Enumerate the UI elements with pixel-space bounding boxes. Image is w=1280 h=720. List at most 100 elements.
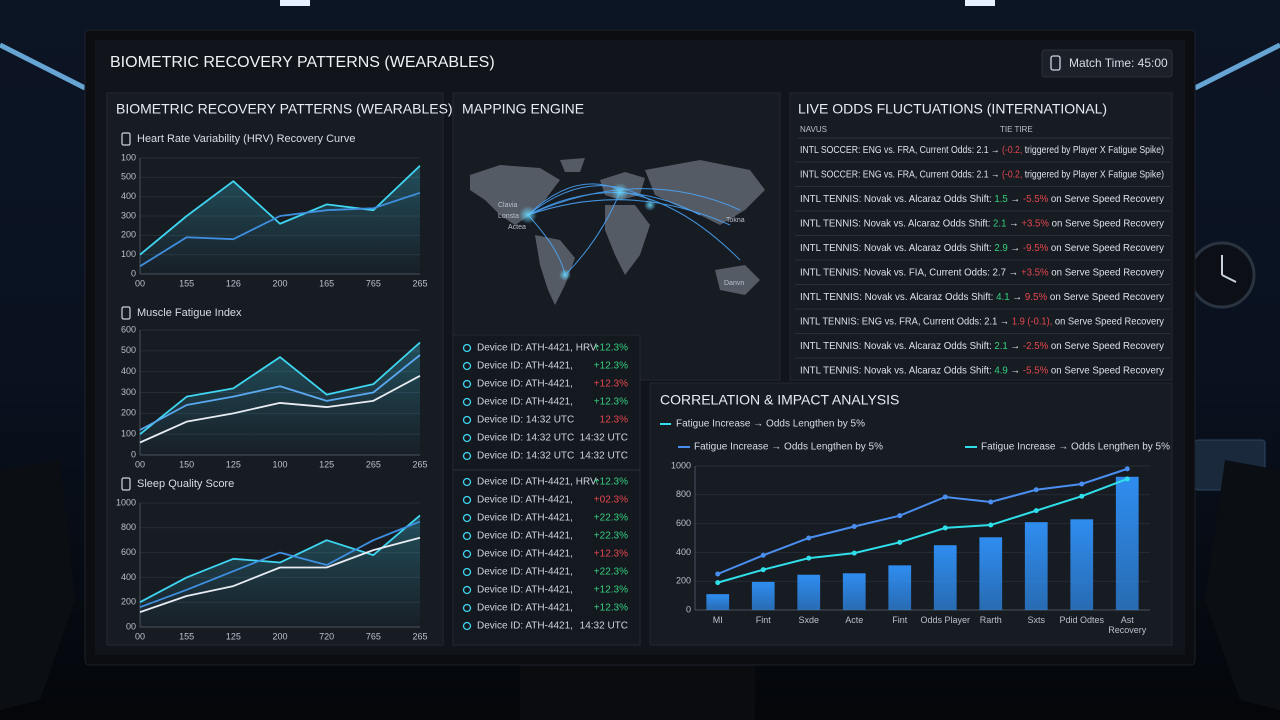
y-tick-label: 100 (121, 152, 136, 162)
device-value: +12.3% (594, 397, 628, 408)
device-icon (462, 433, 472, 443)
bar (842, 573, 866, 610)
x-tick-label: Ast Recovery (1108, 615, 1147, 635)
x-tick-label: 265 (366, 459, 381, 469)
series-point (851, 550, 857, 556)
odds-row: INTL TENNIS: Novak vs. Alcaraz Odds Shif… (800, 193, 1165, 205)
series-point (1033, 508, 1039, 514)
device-icon (462, 477, 472, 487)
odds-part: INTL TENNIS: Novak vs. Alcaraz Odds Shif… (800, 193, 994, 205)
device-icon (462, 549, 472, 559)
y-tick-label: 400 (121, 366, 136, 376)
legend-label: Fatigue Increase → Odds Lengthen by 5% (694, 442, 883, 453)
series-point (851, 523, 857, 529)
odds-part: 9.5% (1025, 291, 1047, 303)
series-point (760, 567, 766, 573)
y-tick-label: 0 (131, 268, 136, 278)
device-label: Device ID: ATH-4421, (477, 585, 573, 596)
x-tick-label: Fint (892, 615, 908, 625)
series-point (897, 513, 903, 519)
clock-hands (1221, 255, 1237, 283)
y-tick-label: 500 (121, 345, 136, 355)
device-value: +02.3% (594, 495, 628, 506)
continent (535, 235, 575, 305)
odds-row: INTL TENNIS: Novak vs. Alcaraz Odds Shif… (800, 217, 1165, 229)
odds-part: 2.1 (993, 217, 1007, 229)
ceiling-light (1193, 42, 1280, 91)
odds-part: INTL TENNIS: Novak vs. Alcaraz Odds Shif… (800, 291, 996, 303)
match-time: Match Time: 45:00 (1069, 56, 1168, 70)
odds-part: → (1008, 242, 1023, 254)
odds-part: triggered by Player X Fatigue Spike) (1022, 144, 1164, 156)
series-area (140, 515, 420, 627)
x-tick-label: 125 (226, 459, 241, 469)
device-icon (462, 513, 472, 523)
y-tick-label: 400 (121, 191, 136, 201)
series-line (717, 467, 1128, 575)
x-tick-label: 125 (319, 459, 334, 469)
series-point (760, 552, 766, 558)
chart-icon (121, 306, 131, 320)
x-tick-label: 265 (412, 631, 427, 641)
odds-part: 4.9 (994, 364, 1008, 376)
x-tick-label: 720 (319, 631, 334, 641)
odds-part: triggered by Player X Fatigue Spike) (1022, 168, 1164, 180)
arc (564, 191, 621, 276)
series-line (139, 165, 421, 256)
x-tick-label: 00 (135, 459, 145, 469)
device-label: Device ID: ATH-4421, HRV: (477, 477, 599, 488)
series-point (988, 522, 994, 528)
y-tick-label: 800 (121, 522, 136, 532)
x-tick-label: 265 (412, 459, 427, 469)
device-label: Device ID: ATH-4421, (477, 397, 573, 408)
arc (619, 191, 741, 261)
x-tick-label: 765 (366, 278, 381, 288)
x-tick-label: Rarth (979, 615, 1002, 625)
chart-subtitle: Fatigue Increase → Odds Lengthen by 5% (676, 419, 865, 430)
odds-part: 1.5 (994, 193, 1008, 205)
y-tick-label: 400 (676, 547, 691, 557)
device-label: Device ID: ATH-4421, (477, 603, 573, 614)
odds-part: 1.9 (-0.1), (1012, 315, 1053, 327)
bar (1070, 519, 1094, 610)
odds-part: on Serve Speed Recovery (1049, 217, 1165, 229)
series-line (139, 354, 421, 431)
continent (560, 158, 585, 172)
chart-icon (121, 132, 131, 146)
device-icon (462, 621, 472, 631)
ceiling-light (0, 42, 87, 91)
series-area (140, 342, 420, 455)
y-tick-label: 200 (121, 597, 136, 607)
odds-part: INTL TENNIS: Novak vs. Alcaraz Odds Shif… (800, 340, 994, 352)
odds-part: → (1008, 193, 1023, 205)
device-icon (462, 585, 472, 595)
device-value: +22.3% (594, 567, 628, 578)
device-value: +12.3% (594, 361, 628, 372)
odds-part: INTL SOCCER: ENG vs. FRA, Current Odds: … (800, 144, 1002, 156)
y-tick-label: 400 (121, 572, 136, 582)
odds-part: on Serve Speed Recovery (1052, 315, 1164, 327)
device-value: 14:32 UTC (580, 621, 628, 632)
map-label: Clavia (498, 202, 518, 209)
series-point (806, 535, 812, 541)
chart-title: Muscle Fatigue Index (137, 307, 242, 319)
x-tick-label: 155 (179, 278, 194, 288)
odds-part: 2.1 (994, 340, 1008, 352)
device-label: Device ID: ATH-4421, (477, 495, 573, 506)
odds-part: -9.5% (1023, 242, 1048, 254)
device-icon (462, 397, 472, 407)
x-tick-label: 165 (319, 278, 334, 288)
device-value: +22.3% (594, 513, 628, 524)
continent (470, 165, 560, 225)
series-point (1079, 493, 1085, 499)
device-icon (462, 603, 472, 613)
series-point (897, 539, 903, 545)
panel-title: LIVE ODDS FLUCTUATIONS (INTERNATIONAL) (798, 101, 1107, 117)
monitor-stand (520, 660, 755, 720)
odds-row: INTL SOCCER: ENG vs. FRA, Current Odds: … (800, 144, 1164, 156)
device-label: Device ID: ATH-4421, (477, 513, 573, 524)
device-icon (462, 343, 472, 353)
chart-title: CORRELATION & IMPACT ANALYSIS (660, 392, 899, 408)
